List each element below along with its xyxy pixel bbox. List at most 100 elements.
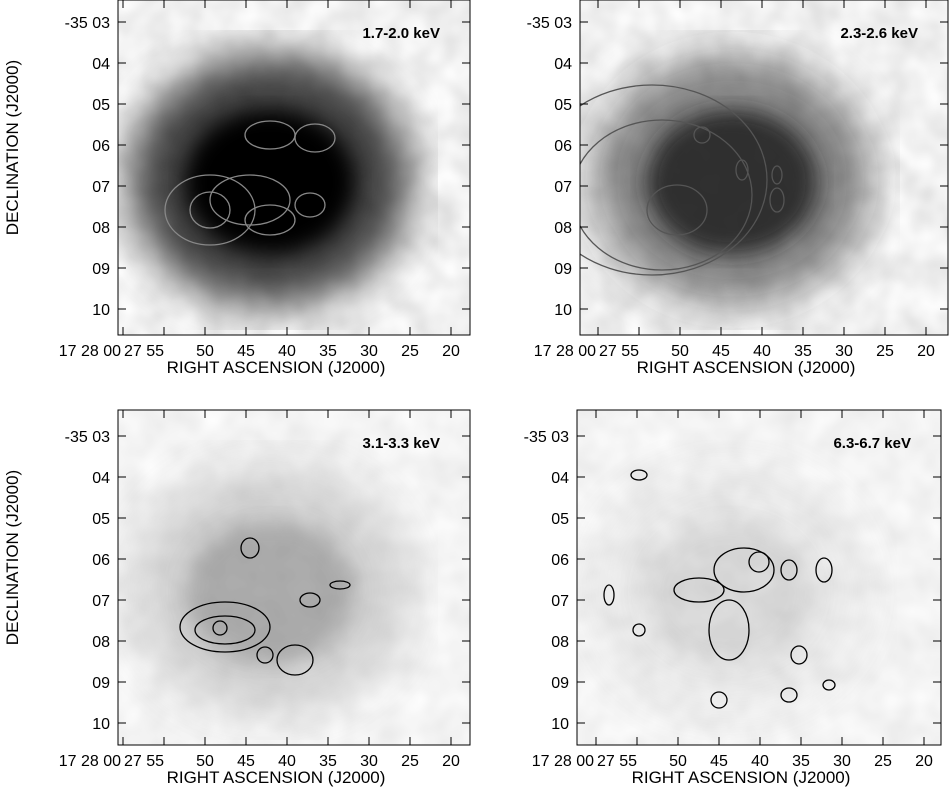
- contour: [244, 204, 296, 236]
- band-label: 3.1-3.3 keV: [362, 435, 440, 452]
- x-axis-label: RIGHT ASCENSION (J2000): [167, 768, 386, 787]
- y-tick-label: 10: [92, 716, 110, 733]
- y-tick-label: 09: [92, 675, 110, 692]
- y-tick-label: 04: [554, 56, 572, 73]
- contour: [708, 599, 750, 661]
- y-tick-label: -35 03: [65, 15, 110, 32]
- contour: [240, 537, 260, 559]
- contour: [780, 687, 798, 703]
- y-tick-label: -35 03: [524, 429, 569, 446]
- contour: [580, 119, 753, 271]
- contour: [822, 679, 836, 691]
- x-tick-label: 27 55: [599, 343, 639, 360]
- frame: [576, 409, 942, 746]
- x-tick-label: 35: [794, 343, 812, 360]
- x-tick-label: 27 55: [597, 753, 637, 770]
- panel: -35 03 04 05 06 07 08 09 10 17 28 00 27 55 50 45 40 3…: [527, 0, 949, 377]
- y-tick-label: 04: [551, 470, 569, 487]
- x-tick-label: 45: [712, 343, 730, 360]
- x-tick-label: 25: [401, 753, 419, 770]
- contour: [815, 557, 833, 583]
- y-tick-label: 06: [551, 552, 569, 569]
- x-tick-label: 27 55: [124, 753, 164, 770]
- x-tick-label: 20: [442, 343, 460, 360]
- contour: [790, 645, 808, 665]
- contour: [630, 469, 648, 481]
- y-tick-label: 05: [92, 511, 110, 528]
- x-axis-label: RIGHT ASCENSION (J2000): [637, 358, 856, 377]
- x-tick-label: 35: [319, 343, 337, 360]
- contour: [646, 184, 708, 236]
- y-axis-label: DECLINATION (J2000): [3, 470, 22, 645]
- contour: [179, 601, 271, 653]
- contour: [603, 584, 615, 606]
- x-tick-label: 30: [835, 343, 853, 360]
- y-tick-label: 07: [92, 179, 110, 196]
- x-tick-label: 45: [237, 753, 255, 770]
- contour: [194, 615, 256, 645]
- contour: [771, 165, 783, 185]
- x-tick-label: 17 28 00: [59, 343, 121, 360]
- x-tick-label: 20: [442, 753, 460, 770]
- emission-core: [644, 520, 814, 664]
- contour: [780, 559, 798, 581]
- contour: [710, 691, 728, 709]
- contour: [294, 123, 336, 153]
- contour: [189, 191, 231, 229]
- y-tick-label: 08: [551, 634, 569, 651]
- x-tick-label: 50: [196, 753, 214, 770]
- x-tick-label: 25: [401, 343, 419, 360]
- y-tick-label: -35 03: [527, 15, 572, 32]
- x-axis-label: RIGHT ASCENSION (J2000): [167, 358, 386, 377]
- frame: [117, 0, 471, 336]
- x-tick-label: 50: [671, 343, 689, 360]
- x-tick-label: 40: [278, 753, 296, 770]
- panel: -35 03 04 05 06 07 08 09 10 17 28 00 27 55 50 45 40 3…: [3, 0, 471, 377]
- x-tick-label: 50: [669, 753, 687, 770]
- contour: [673, 577, 725, 603]
- y-tick-label: 04: [92, 56, 110, 73]
- x-tick-label: 25: [874, 753, 892, 770]
- contour: [769, 187, 785, 213]
- contour: [294, 192, 326, 218]
- x-tick-label: 17 28 00: [59, 753, 121, 770]
- y-tick-label: 09: [92, 261, 110, 278]
- y-tick-label: 10: [554, 302, 572, 319]
- contour: [580, 84, 768, 276]
- y-tick-label: 10: [551, 716, 569, 733]
- y-tick-label: 06: [92, 138, 110, 155]
- y-tick-label: 06: [554, 138, 572, 155]
- x-tick-label: 20: [915, 753, 933, 770]
- y-tick-label: 08: [92, 220, 110, 237]
- y-tick-label: 07: [92, 593, 110, 610]
- x-tick-label: 35: [792, 753, 810, 770]
- x-tick-label: 35: [319, 753, 337, 770]
- x-tick-label: 27 55: [124, 343, 164, 360]
- y-tick-label: 10: [92, 302, 110, 319]
- contour: [693, 126, 711, 144]
- contour: [209, 174, 291, 226]
- x-tick-label: 17 28 00: [534, 343, 596, 360]
- band-label: 1.7-2.0 keV: [362, 25, 440, 42]
- x-tick-label: 20: [917, 343, 935, 360]
- contour: [256, 646, 274, 664]
- band-label: 6.3-6.7 keV: [833, 435, 911, 452]
- x-tick-label: 30: [833, 753, 851, 770]
- contour: [164, 174, 256, 246]
- x-tick-label: 50: [196, 343, 214, 360]
- x-tick-label: 40: [753, 343, 771, 360]
- contour: [735, 159, 749, 181]
- image: [577, 410, 941, 745]
- contour: [632, 623, 646, 637]
- y-tick-label: 08: [554, 220, 572, 237]
- image: [118, 410, 470, 745]
- x-tick-label: 30: [360, 343, 378, 360]
- y-tick-label: 09: [554, 261, 572, 278]
- y-tick-label: 07: [554, 179, 572, 196]
- contour: [212, 620, 228, 636]
- x-tick-label: 25: [876, 343, 894, 360]
- y-tick-label: -35 03: [65, 429, 110, 446]
- emission-core: [647, 110, 817, 254]
- x-tick-label: 45: [237, 343, 255, 360]
